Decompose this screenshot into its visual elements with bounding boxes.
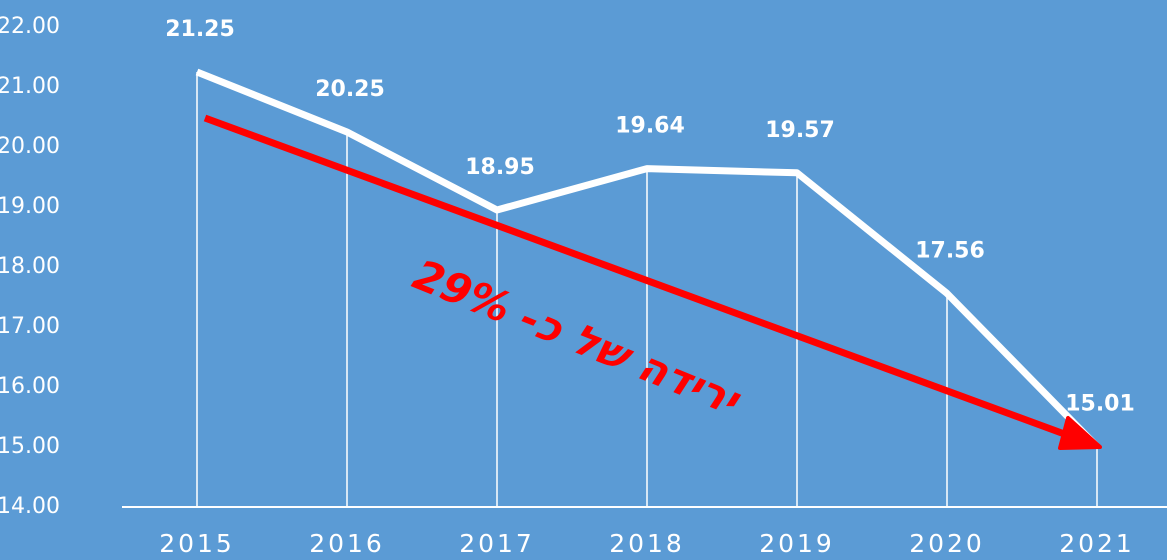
data-label: 21.25 [165,17,235,42]
data-label: 17.56 [915,238,985,263]
y-tick-label: 15.00 [0,434,60,459]
y-tick-label: 17.00 [0,314,60,339]
data-label: 19.57 [765,118,835,143]
y-tick-label: 16.00 [0,374,60,399]
y-tick-label: 22.00 [0,14,60,39]
y-tick-label: 14.00 [0,494,60,519]
trend-arrow-head [1058,416,1102,450]
y-tick-label: 18.00 [0,254,60,279]
trend-arrow [203,114,1080,443]
x-tick-label: 2016 [309,529,385,558]
x-tick-label: 2017 [459,529,535,558]
y-tick-label: 20.00 [0,134,60,159]
data-line [195,68,1100,449]
y-tick-label: 19.00 [0,194,60,219]
x-tick-label: 2021 [1059,529,1135,558]
data-label: 20.25 [315,77,385,102]
x-tick-label: 2019 [759,529,835,558]
data-label: 19.64 [615,114,685,139]
y-tick-label: 21.00 [0,74,60,99]
x-tick-label: 2020 [909,529,985,558]
data-label: 15.01 [1065,391,1135,416]
x-tick-label: 2015 [159,529,235,558]
x-tick-label: 2018 [609,529,685,558]
data-label: 18.95 [465,155,535,180]
